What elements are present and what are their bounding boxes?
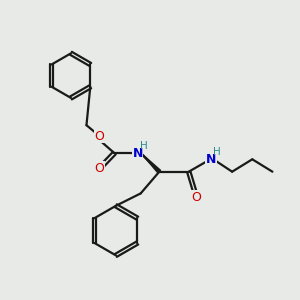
Text: O: O <box>94 130 104 142</box>
Text: H: H <box>140 141 148 151</box>
Text: O: O <box>192 191 201 204</box>
Polygon shape <box>142 154 160 173</box>
Text: H: H <box>213 148 221 158</box>
Text: N: N <box>206 153 216 166</box>
Text: O: O <box>94 162 104 175</box>
Text: N: N <box>132 147 143 160</box>
